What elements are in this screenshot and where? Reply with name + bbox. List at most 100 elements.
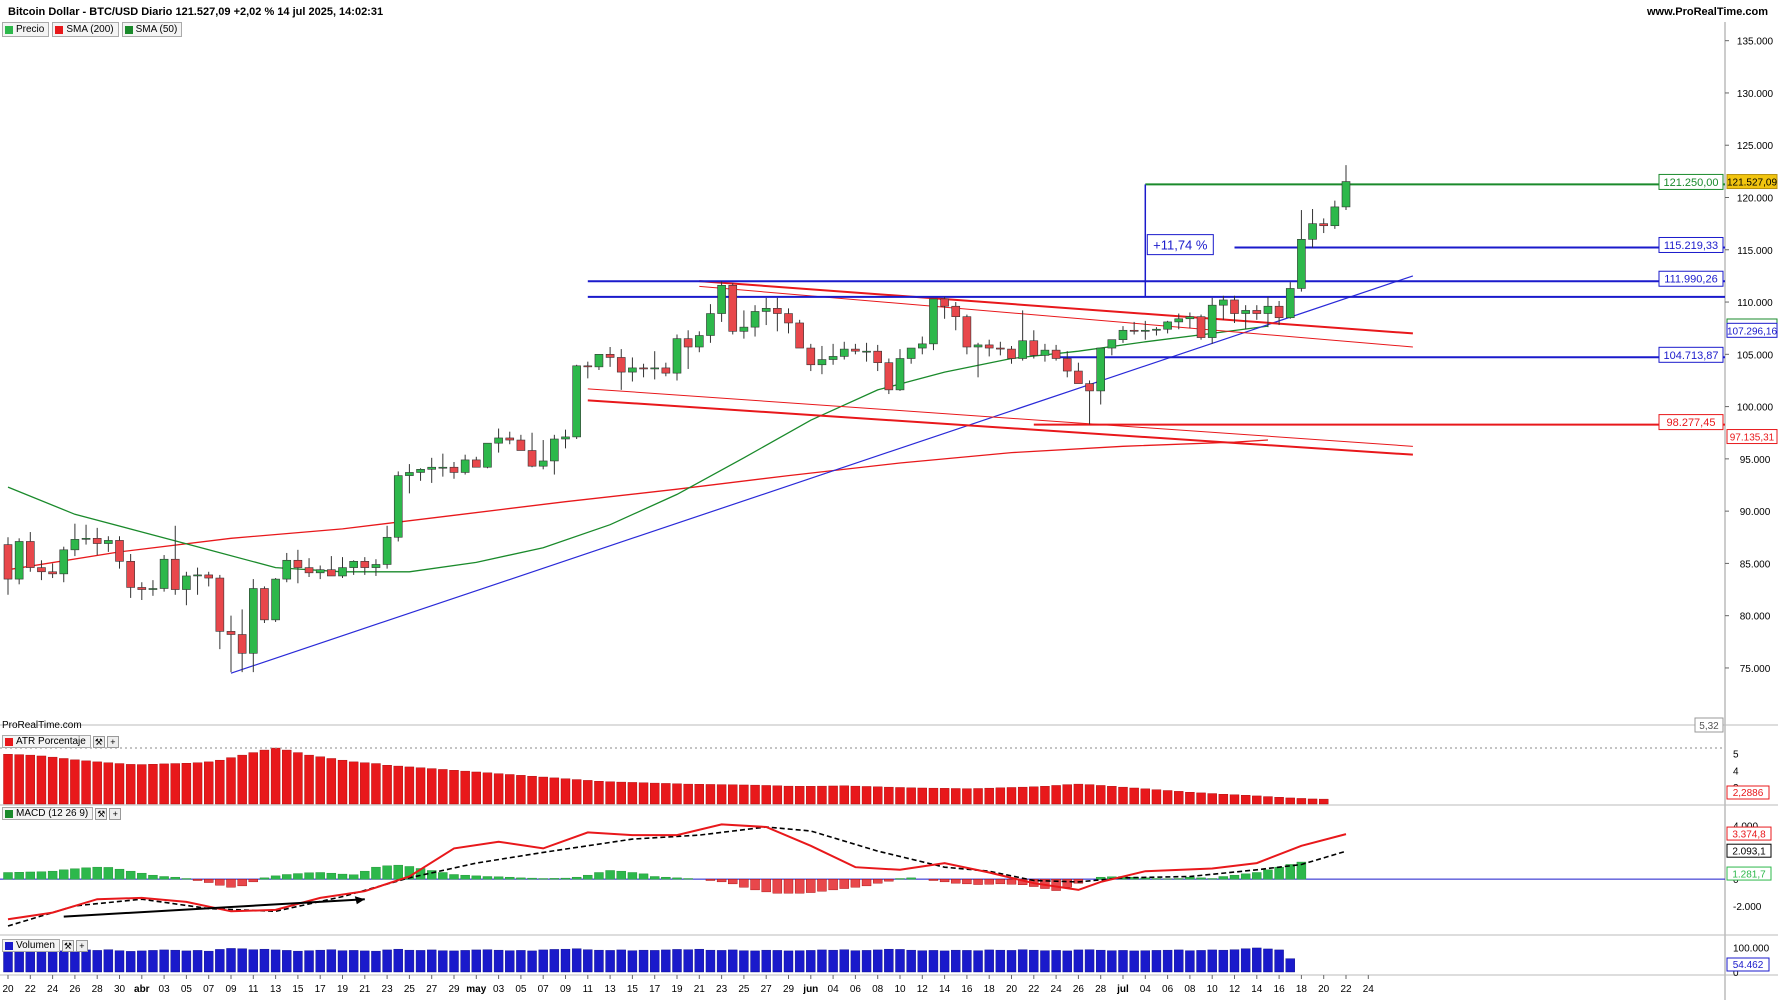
candle-body <box>81 538 91 540</box>
macd-histogram-bar <box>594 872 604 880</box>
volume-bar <box>371 950 381 973</box>
legend-price[interactable]: Precio <box>2 22 50 37</box>
volume-bar <box>393 948 403 973</box>
macd-histogram-bar <box>1095 876 1106 880</box>
website-label[interactable]: www.ProRealTime.com <box>1646 6 1768 18</box>
legend-sma200[interactable]: SMA (200) <box>52 22 119 37</box>
volume-bar <box>806 950 816 973</box>
volume-bar <box>215 949 225 973</box>
candle-body <box>349 561 358 568</box>
measure-label-box <box>1146 234 1214 256</box>
volume-bar <box>951 949 961 973</box>
volume-bar <box>1129 950 1139 973</box>
volume-bar <box>1062 950 1072 973</box>
axis-value-badge <box>1726 174 1778 190</box>
volume-bar <box>516 950 526 973</box>
macd-histogram-bar <box>382 865 392 880</box>
macd-histogram-bar <box>527 877 537 880</box>
atr-bar <box>817 785 827 805</box>
macd-histogram-bar <box>371 866 381 880</box>
volume-bar <box>850 950 861 973</box>
volume-bar <box>59 950 69 973</box>
trendline <box>699 285 1413 348</box>
volume-bar <box>36 951 47 973</box>
wrench-icon[interactable]: ⚒ <box>61 939 74 952</box>
atr-bar <box>270 747 281 805</box>
macd-histogram-bar <box>427 870 437 880</box>
add-icon[interactable]: + <box>109 807 122 820</box>
atr-legend-box[interactable]: ATR Porcentaje <box>2 735 91 748</box>
candle-body <box>784 313 793 324</box>
y-tick-label: 85.000 <box>1740 559 1771 570</box>
atr-bar <box>1151 789 1162 805</box>
y-tick-label: 100.000 <box>1737 403 1774 414</box>
atr-bar <box>661 783 671 805</box>
candle-body <box>237 634 247 654</box>
candle-body <box>795 322 804 349</box>
candle-body <box>661 367 671 374</box>
volume-bar <box>427 949 437 973</box>
x-tick-label: 03 <box>159 984 171 995</box>
atr-bar <box>1196 792 1206 805</box>
atr-bar <box>337 759 348 805</box>
y-tick-label: 125.000 <box>1737 141 1774 152</box>
candle-body <box>1230 299 1239 314</box>
atr-bar <box>1285 797 1295 805</box>
macd-tick-label: -2.000 <box>1733 902 1762 913</box>
atr-bar <box>1218 794 1229 805</box>
atr-bar <box>650 782 660 805</box>
atr-bar <box>393 765 403 805</box>
x-tick-label: 17 <box>649 984 661 995</box>
atr-bar <box>1006 787 1017 805</box>
legend-sma50[interactable]: SMA (50) <box>121 22 183 37</box>
x-tick-label: 22 <box>25 984 37 995</box>
volume-bar <box>1017 949 1028 973</box>
atr-bar <box>326 758 337 805</box>
volume-bar <box>527 950 537 973</box>
volume-bar <box>571 948 582 973</box>
volume-bar <box>906 949 916 973</box>
x-tick-label: 05 <box>515 984 527 995</box>
atr-bar <box>125 764 136 805</box>
annotation-arrow <box>63 898 365 918</box>
add-icon[interactable]: + <box>75 939 88 952</box>
atr-value-label: 2,2886 <box>1733 788 1764 799</box>
x-tick-label: 28 <box>1095 984 1107 995</box>
wrench-icon[interactable]: ⚒ <box>92 735 105 748</box>
legend-swatch <box>5 737 13 746</box>
x-tick-label: 04 <box>1140 984 1152 995</box>
volume-legend-box[interactable]: Volumen <box>2 939 60 952</box>
y-tick-label: 115.000 <box>1737 246 1773 257</box>
volume-bar <box>471 949 481 973</box>
candle-body <box>1141 329 1150 332</box>
candle-body <box>940 298 949 307</box>
macd-histogram-bar <box>783 878 794 894</box>
x-tick-label: 03 <box>493 984 505 995</box>
add-icon[interactable]: + <box>106 735 119 748</box>
volume-bar <box>460 950 470 973</box>
atr-bar <box>850 785 861 805</box>
y-tick-label: 90.000 <box>1740 507 1771 518</box>
macd-histogram-bar <box>1207 878 1217 880</box>
volume-bar <box>538 949 548 973</box>
candle-body <box>516 439 526 451</box>
measure-label: +11,74 % <box>1153 238 1208 253</box>
candle-body <box>683 338 693 348</box>
atr-bar <box>148 764 158 805</box>
candle-body <box>226 631 236 635</box>
volume-legend: Volumen ⚒ + <box>2 939 88 952</box>
level-label: 121.250,00 <box>1663 177 1718 189</box>
wrench-icon[interactable]: ⚒ <box>95 807 108 820</box>
volume-bar <box>1095 949 1106 973</box>
atr-bar <box>1240 795 1251 805</box>
macd-histogram-bar <box>828 878 838 891</box>
atr-bar <box>884 786 894 805</box>
y-tick-label: 75.000 <box>1740 664 1771 675</box>
candle-body <box>817 359 827 366</box>
volume-bar <box>984 949 994 973</box>
macd-legend-box[interactable]: MACD (12 26 9) <box>2 807 94 820</box>
atr-bar <box>973 788 983 805</box>
x-tick-label: jul <box>1116 984 1129 995</box>
